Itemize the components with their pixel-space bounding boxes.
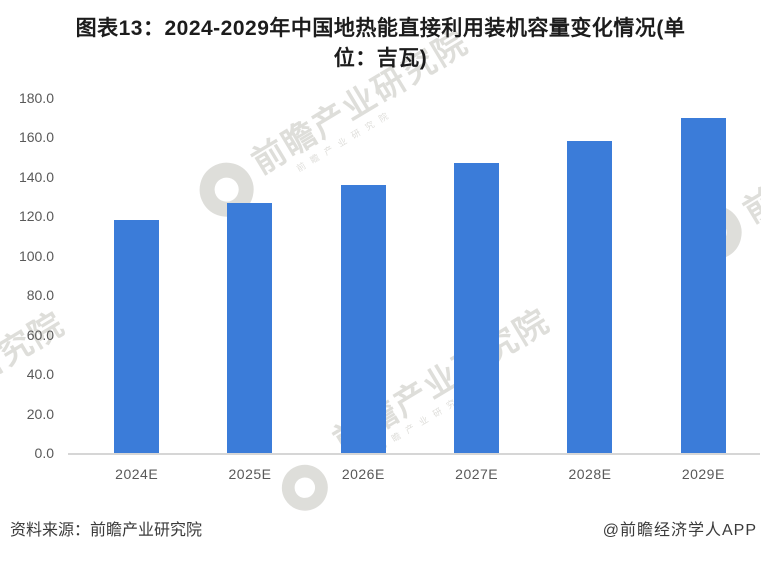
x-tick-label: 2026E <box>341 466 385 482</box>
bar-2028E <box>567 141 613 453</box>
bar-group: 2028E <box>533 98 646 482</box>
bar-group: 2025E <box>193 98 306 482</box>
bar-group: 2026E <box>307 98 420 482</box>
x-tick-label: 2025E <box>228 466 272 482</box>
bar-2029E <box>680 117 726 453</box>
bar-group: 2029E <box>647 98 760 482</box>
x-tick-label: 2024E <box>115 466 159 482</box>
bar-2026E <box>340 184 386 453</box>
chart-title-line1: 图表13：2024-2029年中国地热能直接利用装机容量变化情况(单 <box>75 17 686 40</box>
y-axis: 180.0 160.0 140.0 120.0 100.0 80.0 60.0 40.0 20.… <box>18 90 54 461</box>
credit-note: @前瞻经济学人APP <box>602 522 757 539</box>
bar-2025E <box>227 202 273 453</box>
source-note: 资料来源：前瞻产业研究院 <box>10 522 203 539</box>
plot-area: 2024E 2025E 2026E 2027E 2028E 2029E <box>68 98 760 482</box>
x-tick-label: 2029E <box>681 466 725 482</box>
x-tick-label: 2028E <box>568 466 612 482</box>
chart-title: 图表13：2024-2029年中国地热能直接利用装机容量变化情况(单 位：吉瓦) <box>18 14 743 74</box>
x-tick-label: 2027E <box>455 466 499 482</box>
bar-group: 2027E <box>420 98 533 482</box>
bar-2027E <box>454 163 500 453</box>
bar-chart: 180.0 160.0 140.0 120.0 100.0 80.0 60.0 40.0 20.… <box>0 90 761 482</box>
chart-title-line2: 位：吉瓦) <box>333 46 428 70</box>
bar-group: 2024E <box>80 98 193 482</box>
bar-2024E <box>114 220 160 453</box>
